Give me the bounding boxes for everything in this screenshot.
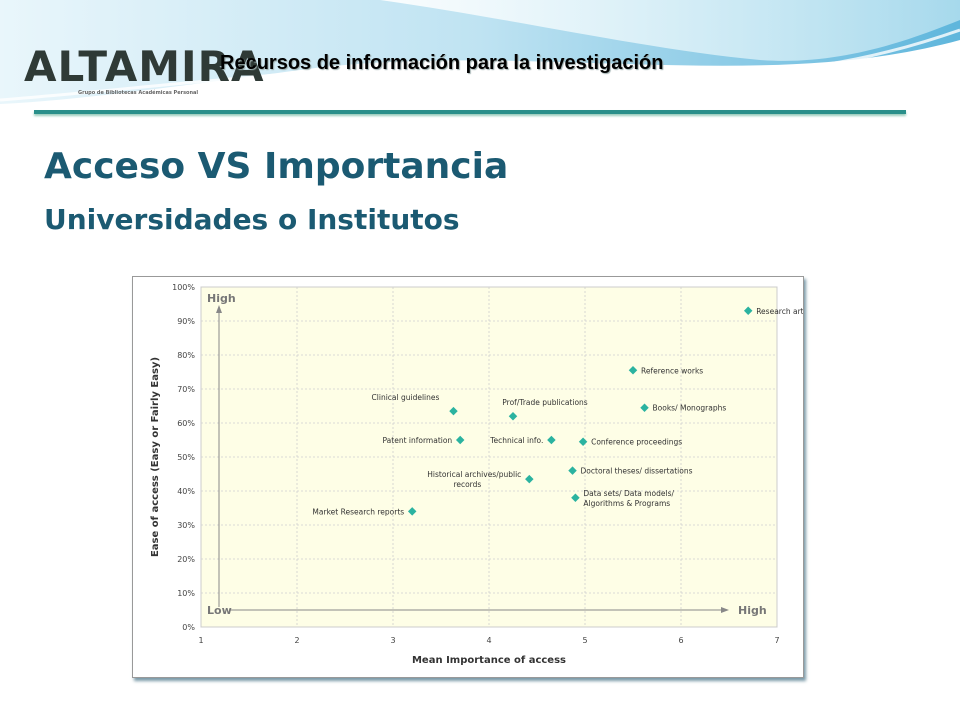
header-wave-decoration xyxy=(0,0,960,104)
scatter-point xyxy=(568,466,577,475)
point-label: Patent information xyxy=(382,436,452,445)
point-label: Prof/Trade publications xyxy=(502,398,588,407)
x-tick-label: 3 xyxy=(390,636,395,645)
point-label: Clinical guidelines xyxy=(372,393,440,402)
x-tick-label: 2 xyxy=(294,636,299,645)
y-tick-label: 50% xyxy=(177,453,195,462)
y-low-label: Low xyxy=(207,604,232,617)
y-tick-labels: 0% 10% 20% 30% 40% 50% 60% 70% 80% 90% 100% xyxy=(172,283,195,632)
data-points: Research articles Reference works Books/ M… xyxy=(312,306,821,516)
header-divider xyxy=(34,110,906,114)
x-tick-label: 6 xyxy=(678,636,683,645)
slide-title: Acceso VS Importancia xyxy=(44,146,509,187)
scatter-point xyxy=(578,437,588,446)
point-label: Historical archives/public records xyxy=(427,470,521,489)
grid-lines xyxy=(201,287,777,627)
y-axis-label: Ease of access (Easy or Fairly Easy) xyxy=(150,357,161,557)
scatter-point xyxy=(640,403,649,412)
point-label: Books/ Monographs xyxy=(653,404,727,413)
y-tick-label: 20% xyxy=(177,555,195,564)
scatter-point xyxy=(455,435,465,445)
y-arrow-head xyxy=(216,305,222,313)
scatter-point xyxy=(407,507,417,516)
point-label: Technical info. xyxy=(489,436,543,445)
altamira-logo: ALTAMIRA xyxy=(24,42,265,91)
point-label: Market Research reports xyxy=(312,507,404,516)
x-arrow-head xyxy=(721,607,729,613)
x-tick-label: 4 xyxy=(486,636,491,645)
point-label: Data sets/ Data models/Algorithms & Prog… xyxy=(583,489,674,508)
x-high-label: High xyxy=(738,604,767,617)
x-tick-label: 7 xyxy=(774,636,779,645)
y-tick-label: 30% xyxy=(177,521,195,530)
scatter-point xyxy=(571,493,580,503)
x-tick-label: 5 xyxy=(582,636,587,645)
scatter-point xyxy=(525,474,534,484)
slide-subtitle: Universidades o Institutos xyxy=(44,203,460,236)
y-tick-label: 0% xyxy=(182,623,195,632)
scatter-point xyxy=(449,406,458,416)
y-tick-label: 90% xyxy=(177,317,195,326)
y-tick-label: 70% xyxy=(177,385,195,394)
y-tick-label: 100% xyxy=(172,283,195,292)
y-tick-label: 60% xyxy=(177,419,195,428)
point-label: Research articles xyxy=(756,307,803,316)
y-high-label: High xyxy=(207,292,236,305)
point-label: Doctoral theses/ dissertations xyxy=(581,467,693,476)
scatter-point xyxy=(547,435,556,445)
x-tick-labels: 1 2 3 4 5 6 7 xyxy=(198,636,779,645)
chart-frame: 0% 10% 20% 30% 40% 50% 60% 70% 80% 90% 100% 1 2 3 4 5 6… xyxy=(132,276,821,678)
x-axis-label: Mean Importance of access xyxy=(412,655,566,666)
point-label: Reference works xyxy=(641,366,703,375)
header-tagline: Recursos de información para la investig… xyxy=(220,52,664,74)
logo-subtext: Grupo de Bibliotecas Académicas Personal xyxy=(78,90,199,96)
scatter-chart: 0% 10% 20% 30% 40% 50% 60% 70% 80% 90% 100% 1 2 3 4 5 6… xyxy=(150,283,821,666)
y-tick-label: 40% xyxy=(177,487,195,496)
x-tick-label: 1 xyxy=(198,636,203,645)
point-label: Conference proceedings xyxy=(591,438,682,447)
y-tick-label: 80% xyxy=(177,351,195,360)
y-tick-label: 10% xyxy=(177,589,195,598)
